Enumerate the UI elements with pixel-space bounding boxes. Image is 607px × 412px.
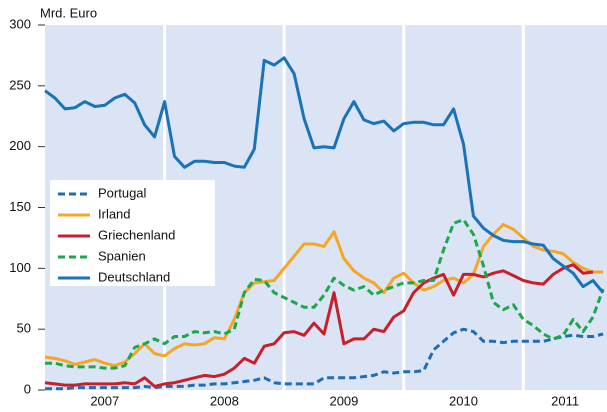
x-tick-label: 2010 (449, 393, 478, 408)
series-line (45, 218, 605, 370)
series-line (44, 223, 604, 368)
legend-label: Portugal (98, 185, 147, 200)
series-line (45, 327, 604, 391)
legend-label: Deutschland (98, 269, 170, 284)
y-tick-label: 200 (9, 138, 31, 153)
x-tick-label: 2011 (551, 393, 579, 408)
x-tick-label: 2008 (210, 393, 239, 408)
y-tick-label: 150 (9, 199, 31, 214)
y-tick-label: 250 (9, 77, 31, 92)
legend-label: Griechenland (98, 227, 175, 242)
legend-label: Irland (98, 206, 131, 221)
series-line (44, 263, 594, 388)
y-tick-label: 50 (17, 321, 31, 336)
y-tick-label: 0 (24, 381, 31, 396)
legend-label: Spanien (98, 248, 146, 263)
y-axis-label: Mrd. Euro (40, 5, 97, 20)
x-tick-label: 2009 (329, 393, 358, 408)
y-tick-label: 300 (9, 16, 31, 31)
series-line (44, 56, 605, 294)
y-tick-label: 100 (9, 260, 31, 275)
x-tick-label: 2007 (90, 393, 119, 408)
legend-box (50, 180, 215, 286)
